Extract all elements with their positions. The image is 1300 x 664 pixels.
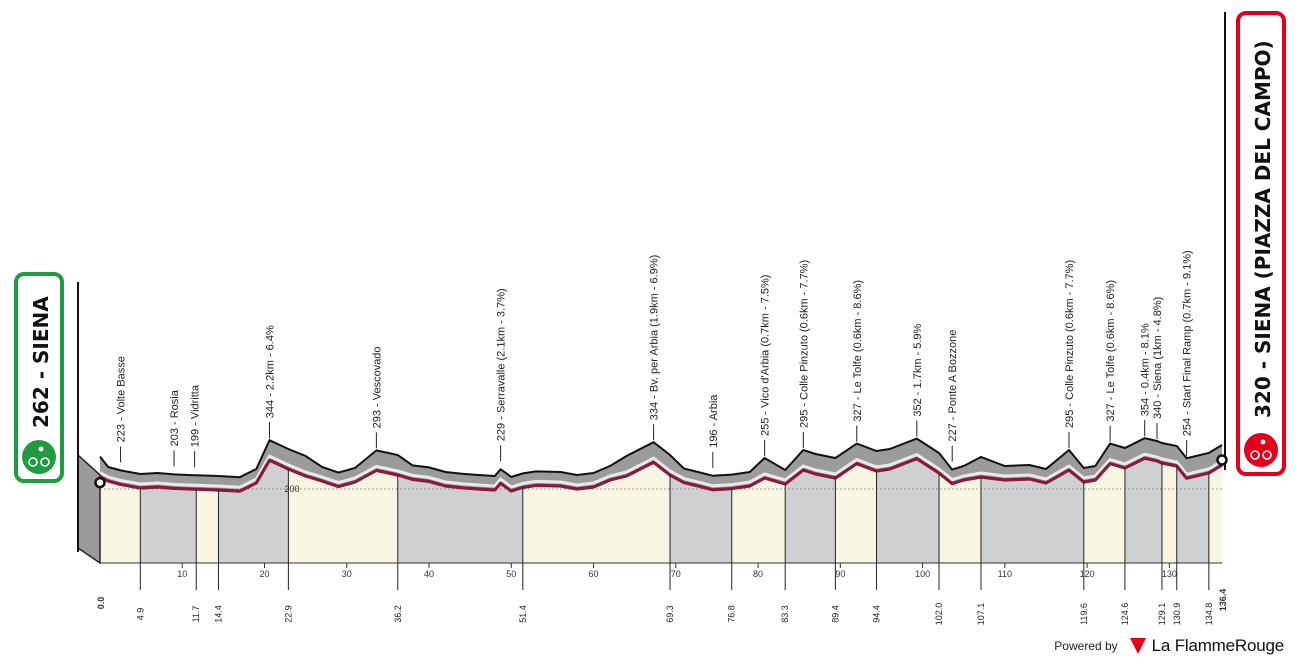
km-marker-label: 36.2 <box>393 605 403 623</box>
x-tick-label: 70 <box>671 569 681 579</box>
km-marker-label: 11.7 <box>191 606 201 623</box>
km-marker-label: 4.9 <box>135 608 145 621</box>
km-marker-group: 4.9 11.7 14.4 22.9 36.2 51.4 69.3 76.8 83.3 89.4 9… <box>135 463 1214 625</box>
start-cyclist-icon <box>22 440 56 474</box>
x-tick-label: 60 <box>589 569 599 579</box>
climb-annotation: 203 - Rosia <box>169 389 181 446</box>
endpoint-group: 262 - SIENA 320 - SIENA (PIAZZA DEL CAMPO… <box>14 11 1286 489</box>
x-tick-label: 10 <box>177 569 187 579</box>
km-marker-label: 83.3 <box>780 605 790 623</box>
climb-annotation: 352 - 1.7km - 5.9% <box>912 323 924 416</box>
x-tick-label: 40 <box>424 569 434 579</box>
climb-annotation: 229 - Serravalle (2.1km - 3.7%) <box>496 288 508 441</box>
brand-name: La FlammeRouge <box>1151 636 1285 655</box>
x-tick-label: 90 <box>835 569 845 579</box>
climb-annotation: 344 - 2.2km - 6.4% <box>264 325 276 418</box>
footer: Powered by La FlammeRouge <box>1054 636 1284 656</box>
x-tick-label: 100 <box>915 569 930 579</box>
start-wheel-icon <box>40 457 50 467</box>
km-marker-label: 130.9 <box>1172 603 1182 626</box>
x-tick-label: 130 <box>1162 569 1177 579</box>
climb-annotation: 223 - Volte Basse <box>116 356 128 442</box>
start-point-dot <box>94 476 106 489</box>
climb-annotation: 354 - 0.4km - 8.1% <box>1140 323 1152 416</box>
x-tick-label: 30 <box>342 569 352 579</box>
finish-point-dot <box>1216 454 1228 466</box>
x-tick-label: 50 <box>506 569 516 579</box>
ridge-line <box>99 437 1223 479</box>
km-marker-label: 22.9 <box>283 605 293 623</box>
powered-by-text: Powered by <box>1054 639 1118 653</box>
climb-annotation: 255 - Vico d'Arbia (0.7km - 7.5%) <box>760 275 772 436</box>
x-axis: 10 20 30 40 50 60 70 80 90 100 110 120 130 0.0 136.4 <box>96 562 1228 612</box>
km-marker-label: 89.4 <box>830 605 840 623</box>
x-tick-label: 20 <box>260 569 270 579</box>
km-marker-label: 129.1 <box>1157 603 1167 626</box>
climb-annotation: 254 - Start Final Ramp (0.7km - 9.1%) <box>1182 250 1194 436</box>
km-band <box>876 458 940 563</box>
climb-annotation: 293 - Vescovado <box>371 346 383 428</box>
terrain-light-edge <box>99 452 1223 489</box>
finish-wheel-icon <box>1262 450 1272 460</box>
route-line-group <box>99 456 1223 493</box>
climb-annotation: 340 - Siena (1km - 4.8%) <box>1152 297 1164 419</box>
km-marker-label: 51.4 <box>518 605 528 623</box>
grid-label-200: 200 <box>284 484 299 494</box>
start-cliff-shape <box>77 453 101 565</box>
km-marker-label: 94.4 <box>872 605 882 623</box>
km-marker-label: 119.6 <box>1079 603 1089 625</box>
flamme-rouge-logo-icon <box>1129 638 1146 654</box>
km-marker-label: 102.0 <box>934 603 944 626</box>
climb-annotation: 295 - Colle Pinzuto (0.6km - 7.7%) <box>798 260 810 428</box>
km-marker-label: 69.3 <box>665 605 675 623</box>
start-rider-head-icon <box>38 446 44 452</box>
start-badge <box>14 272 64 483</box>
climb-annotation: 196 - Arbia <box>708 394 720 448</box>
climb-annotation: 334 - Bv. per Arbia (1.9km - 6.9%) <box>649 255 661 420</box>
finish-badge <box>1236 11 1286 476</box>
finish-label: 320 - SIENA (PIAZZA DEL CAMPO) <box>1251 40 1275 418</box>
climb-annotation: 227 - Ponte A Bozzone <box>947 330 959 442</box>
start-wheel-icon <box>28 457 38 467</box>
climb-annotation-group: 223 - Volte Basse 203 - Rosia 199 - Vidrit… <box>116 250 1194 468</box>
reference-grid: 200 <box>100 484 1222 494</box>
finish-wheel-icon <box>1250 450 1260 460</box>
km-band <box>1208 458 1222 563</box>
x-tick-label: 110 <box>998 569 1012 579</box>
start-km-label: 0.0 <box>96 597 106 610</box>
x-tick-label: 80 <box>753 569 763 579</box>
km-marker-label: 107.1 <box>976 603 986 626</box>
climb-annotation: 327 - Le Tolfe (0.6km - 8.6%) <box>852 280 864 422</box>
km-band <box>1124 458 1162 563</box>
finish-km-label: 136.4 <box>1218 589 1228 612</box>
km-band <box>1161 458 1177 563</box>
km-marker-label: 134.8 <box>1204 603 1214 626</box>
climb-annotation: 295 - Colle Pinzuto (0.6km - 7.7%) <box>1064 260 1076 428</box>
finish-rider-head-icon <box>1260 439 1266 445</box>
finish-cyclist-icon <box>1244 433 1278 467</box>
km-marker-label: 124.6 <box>1120 603 1130 626</box>
x-tick-label: 120 <box>1080 569 1095 579</box>
km-marker-label: 76.8 <box>727 605 737 623</box>
climb-annotation: 199 - Vidritta <box>190 384 202 447</box>
route-line <box>99 456 1223 493</box>
start-label: 262 - SIENA <box>29 296 53 428</box>
climb-annotation: 327 - Le Tolfe (0.6km - 8.6%) <box>1105 280 1117 422</box>
km-marker-label: 14.4 <box>213 605 223 623</box>
km-band <box>835 458 877 563</box>
